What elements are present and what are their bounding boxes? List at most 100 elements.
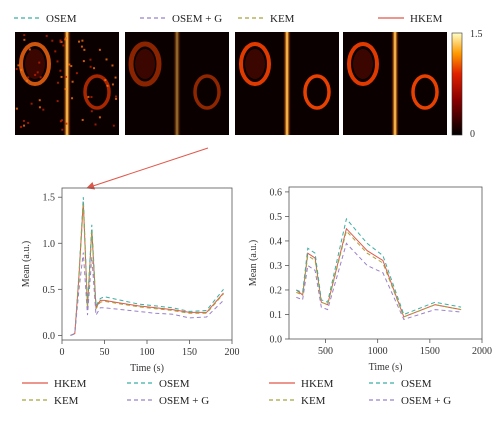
noise-speck bbox=[30, 102, 33, 105]
noise-speck bbox=[75, 72, 78, 75]
noise-speck bbox=[64, 37, 67, 40]
top-legend-item-osem: OSEM bbox=[14, 13, 77, 25]
noise-speck bbox=[94, 123, 97, 126]
right-kidney bbox=[83, 74, 111, 110]
noise-speck bbox=[114, 95, 117, 98]
top-legend-label: KEM bbox=[270, 13, 295, 25]
noise-speck bbox=[22, 119, 25, 122]
top-legend-label: OSEM bbox=[46, 13, 77, 25]
legend-item-hkem: HKEM bbox=[269, 378, 334, 390]
plot-frame bbox=[288, 186, 483, 340]
noise-speck bbox=[90, 110, 93, 113]
image-panel-osem-plus-g bbox=[125, 32, 229, 135]
series-line-osem bbox=[70, 197, 224, 336]
legend-label: HKEM bbox=[54, 378, 87, 390]
noise-speck bbox=[83, 48, 86, 51]
legend-item-osem-plus-g: OSEM + G bbox=[369, 395, 451, 407]
series-line-kem bbox=[70, 204, 224, 336]
noise-speck bbox=[51, 39, 54, 42]
noise-speck bbox=[64, 88, 67, 91]
noise-speck bbox=[28, 48, 31, 51]
y-tick-label: 0.3 bbox=[270, 261, 283, 272]
noise-speck bbox=[59, 39, 62, 42]
legend-item-osem: OSEM bbox=[127, 378, 190, 390]
noise-speck bbox=[89, 65, 92, 68]
noise-speck bbox=[23, 124, 26, 127]
x-tick-label: 2000 bbox=[472, 346, 492, 357]
noise-speck bbox=[54, 50, 57, 53]
noise-speck bbox=[98, 116, 101, 119]
noise-speck bbox=[59, 40, 62, 43]
y-tick-label: 0.0 bbox=[270, 335, 283, 346]
noise-speck bbox=[42, 108, 45, 111]
series-line-kem bbox=[296, 230, 462, 318]
chart-left: 0 50 100 150 200 0.0 0.5 1.0 1.5 Time (s) Mean (a.… bbox=[21, 187, 240, 374]
y-axis-label: Mean (a.u.) bbox=[248, 240, 259, 286]
noise-speck bbox=[23, 34, 26, 37]
x-axis-label: Time (s) bbox=[130, 363, 164, 374]
noise-speck bbox=[26, 79, 29, 82]
noise-speck bbox=[115, 97, 118, 100]
noise-speck bbox=[56, 60, 59, 63]
noise-speck bbox=[70, 65, 73, 68]
annotation-arrow bbox=[86, 147, 209, 190]
legend-item-osem-plus-g: OSEM + G bbox=[127, 395, 209, 407]
x-tick-label: 200 bbox=[225, 347, 240, 358]
x-axis-label: Time (s) bbox=[369, 362, 403, 373]
x-tick-label: 1000 bbox=[368, 346, 388, 357]
noise-speck bbox=[15, 107, 18, 110]
legend-item-kem: KEM bbox=[22, 395, 79, 407]
series-line-osem-plus-g bbox=[70, 252, 224, 336]
noise-speck bbox=[38, 106, 41, 109]
legend-label: OSEM bbox=[401, 378, 432, 390]
legend-label: KEM bbox=[54, 395, 79, 407]
noise-speck bbox=[82, 60, 85, 63]
left-kidney-core bbox=[245, 49, 265, 79]
noise-speck bbox=[81, 39, 84, 42]
right-kidney bbox=[411, 74, 439, 110]
x-tick-label: 0 bbox=[60, 347, 65, 358]
colorbar: 1.5 0 bbox=[451, 29, 483, 140]
noise-speck bbox=[65, 122, 68, 125]
noise-speck bbox=[34, 73, 37, 76]
noise-speck bbox=[27, 76, 30, 79]
legend-item-hkem: HKEM bbox=[22, 378, 87, 390]
legend-label: OSEM + G bbox=[401, 395, 451, 407]
noise-speck bbox=[20, 68, 23, 71]
noise-speck bbox=[105, 58, 108, 61]
noise-speck bbox=[89, 58, 92, 61]
spine-column bbox=[391, 32, 399, 135]
noise-speck bbox=[45, 34, 48, 37]
noise-speck bbox=[104, 79, 107, 82]
legend-left: HKEM OSEM KEM OSEM + G bbox=[22, 378, 209, 407]
left-kidney-core bbox=[25, 49, 45, 79]
image-panels bbox=[15, 32, 447, 135]
left-kidney bbox=[19, 42, 51, 86]
noise-speck bbox=[23, 38, 26, 41]
noise-speck bbox=[20, 125, 23, 128]
legend-right: HKEM OSEM KEM OSEM + G bbox=[269, 378, 451, 407]
noise-speck bbox=[59, 69, 62, 72]
x-tick-label: 100 bbox=[140, 347, 155, 358]
left-kidney bbox=[239, 42, 271, 86]
noise-speck bbox=[65, 75, 68, 78]
image-panel-kem bbox=[235, 32, 339, 135]
noise-speck bbox=[71, 80, 74, 83]
noise-speck bbox=[39, 76, 42, 79]
image-panel-hkem bbox=[343, 32, 447, 135]
top-legend-item-osem-plus-g: OSEM + G bbox=[140, 13, 222, 25]
top-legend-item-hkem: HKEM bbox=[378, 13, 443, 25]
x-tick-label: 50 bbox=[100, 347, 110, 358]
y-tick-label: 1.0 bbox=[43, 239, 56, 250]
noise-speck bbox=[15, 67, 18, 70]
legend-label: OSEM + G bbox=[159, 395, 209, 407]
y-tick-label: 0.5 bbox=[270, 212, 283, 223]
noise-speck bbox=[38, 99, 41, 102]
spine-column bbox=[283, 32, 291, 135]
colorbar-min-label: 0 bbox=[470, 129, 475, 140]
legend-item-kem: KEM bbox=[269, 395, 326, 407]
series-line-osem-plus-g bbox=[296, 242, 462, 321]
top-legend: OSEM OSEM + G KEM HKEM bbox=[14, 13, 443, 25]
noise-speck bbox=[27, 121, 30, 124]
